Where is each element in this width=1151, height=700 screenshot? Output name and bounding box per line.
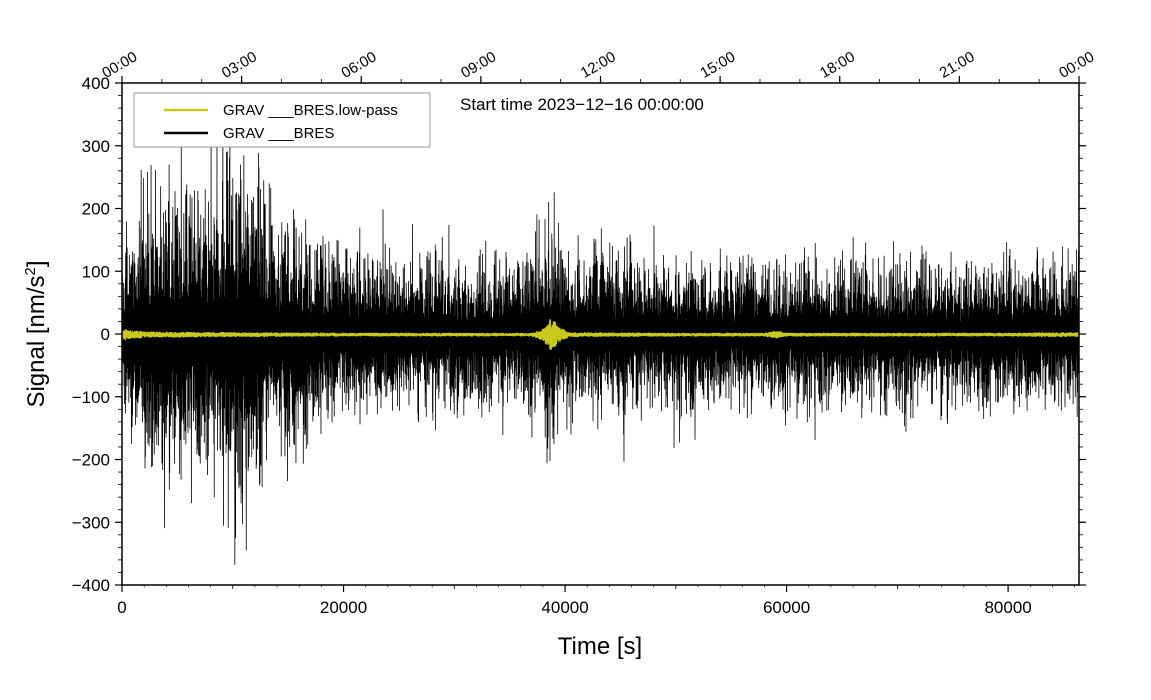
x-tick-label: 80000 bbox=[984, 598, 1031, 617]
x-tick-label: 20000 bbox=[320, 598, 367, 617]
x-axis-title: Time [s] bbox=[558, 633, 642, 660]
y-tick-label: −100 bbox=[72, 388, 110, 407]
y-tick-label: 100 bbox=[82, 262, 110, 281]
top-tick-label: 12:00 bbox=[578, 48, 619, 81]
top-tick-label: 06:00 bbox=[338, 48, 379, 81]
top-tick-label: 21:00 bbox=[937, 48, 978, 81]
x-tick-label: 0 bbox=[117, 598, 126, 617]
plot-area bbox=[122, 117, 1079, 565]
top-tick-label: 15:00 bbox=[697, 48, 738, 81]
x-tick-label: 60000 bbox=[763, 598, 810, 617]
legend-label-raw: GRAV ___BRES bbox=[223, 125, 334, 142]
series-line-raw bbox=[122, 117, 1079, 565]
y-tick-label: 300 bbox=[82, 137, 110, 156]
top-tick-label: 00:00 bbox=[1056, 48, 1097, 81]
y-tick-label: −200 bbox=[72, 451, 110, 470]
top-tick-label: 00:00 bbox=[99, 48, 140, 81]
legend-label-lowpass: GRAV ___BRES.low-pass bbox=[223, 102, 398, 119]
y-tick-label: −300 bbox=[72, 513, 110, 532]
top-tick-label: 18:00 bbox=[817, 48, 858, 81]
start-time-annotation: Start time 2023−12−16 00:00:00 bbox=[460, 95, 704, 114]
top-tick-label: 03:00 bbox=[219, 48, 260, 81]
y-tick-label: 200 bbox=[82, 200, 110, 219]
top-tick-label: 09:00 bbox=[458, 48, 499, 81]
y-tick-label: 400 bbox=[82, 74, 110, 93]
y-axis-title: Signal [nm/s2] bbox=[22, 260, 50, 407]
legend: GRAV ___BRES.low-pass GRAV ___BRES bbox=[133, 92, 431, 148]
y-tick-label: 0 bbox=[101, 325, 110, 344]
x-tick-label: 40000 bbox=[541, 598, 588, 617]
y-tick-label: −400 bbox=[72, 576, 110, 595]
series-line-lowpass bbox=[122, 319, 1079, 350]
legend-box bbox=[133, 92, 431, 148]
